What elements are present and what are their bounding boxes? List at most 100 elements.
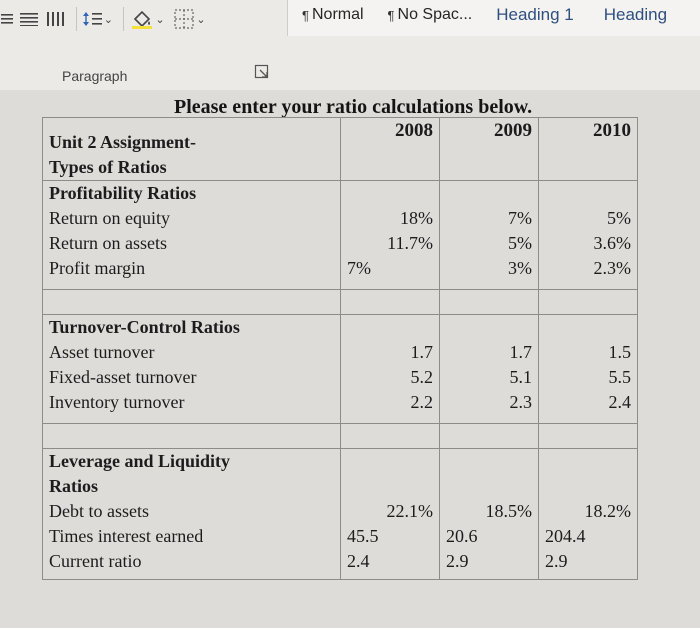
chevron-down-icon[interactable]: ⌄ bbox=[196, 13, 206, 26]
header-label-line: Unit 2 Assignment- bbox=[49, 132, 197, 152]
cell-value: 5% bbox=[508, 233, 532, 253]
empty-cell[interactable] bbox=[439, 289, 539, 315]
cell-value: 2.4 bbox=[347, 551, 370, 571]
row-label: Current ratio bbox=[49, 551, 142, 571]
empty-cell[interactable] bbox=[42, 423, 341, 449]
row-label: Inventory turnover bbox=[49, 392, 185, 412]
value-cell-2008[interactable]: 22.1% 45.5 2.4 bbox=[340, 448, 440, 580]
year-header-2008[interactable]: 2008 bbox=[340, 117, 440, 181]
cell-value: 20.6 bbox=[446, 526, 478, 546]
empty-cell[interactable] bbox=[538, 289, 638, 315]
cell-value: 18.5% bbox=[485, 501, 533, 521]
leverage-section-label[interactable]: Leverage and Liquidity Ratios Debt to as… bbox=[42, 448, 341, 580]
cell-value: 3.6% bbox=[593, 233, 632, 253]
value-cell-2010[interactable]: 1.5 5.5 2.4 bbox=[538, 314, 638, 424]
row-label: Return on assets bbox=[49, 233, 167, 253]
columns-icon[interactable] bbox=[44, 6, 66, 32]
row-label: Times interest earned bbox=[49, 526, 204, 546]
value-cell-2010[interactable]: 18.2% 204.4 2.9 bbox=[538, 448, 638, 580]
pilcrow-icon: ¶ bbox=[302, 7, 309, 23]
cell-value: 22.1% bbox=[386, 501, 434, 521]
style-label: Heading bbox=[603, 5, 668, 24]
style-heading-1[interactable]: Heading 1 bbox=[482, 0, 584, 34]
cell-value: 7% bbox=[508, 208, 532, 228]
style-heading-2[interactable]: Heading bbox=[584, 0, 677, 34]
align-justify-icon[interactable] bbox=[18, 6, 40, 32]
row-label: Debt to assets bbox=[49, 501, 149, 521]
cell-value: 7% bbox=[347, 258, 371, 278]
table-header-label[interactable]: Unit 2 Assignment- Types of Ratios bbox=[42, 117, 341, 181]
cell-value: 2.4 bbox=[608, 392, 632, 412]
cell-value: 5% bbox=[607, 208, 631, 228]
table-row: Leverage and Liquidity Ratios Debt to as… bbox=[42, 448, 638, 580]
cell-value: 3% bbox=[508, 258, 532, 278]
empty-cell[interactable] bbox=[538, 423, 638, 449]
style-label: Normal bbox=[311, 6, 364, 23]
cell-value: 1.7 bbox=[509, 342, 533, 362]
empty-cell[interactable] bbox=[340, 289, 440, 315]
cell-value: 1.7 bbox=[410, 342, 434, 362]
year-header-2010[interactable]: 2010 bbox=[538, 117, 638, 181]
year-header-2009[interactable]: 2009 bbox=[439, 117, 539, 181]
cell-value: 2.3 bbox=[509, 392, 533, 412]
row-label: Asset turnover bbox=[49, 342, 155, 362]
style-normal[interactable]: ¶ Normal bbox=[288, 0, 374, 34]
chevron-down-icon[interactable]: ⌄ bbox=[155, 13, 165, 26]
empty-cell[interactable] bbox=[42, 289, 341, 315]
align-left-icon[interactable] bbox=[0, 6, 14, 32]
cell-value: 18.2% bbox=[584, 501, 632, 521]
cell-value: 2.9 bbox=[545, 551, 568, 571]
cell-value: 2.2 bbox=[410, 392, 434, 412]
value-cell-2008[interactable]: 1.7 5.2 2.2 bbox=[340, 314, 440, 424]
table-row: Profitability Ratios Return on equity Re… bbox=[42, 180, 638, 290]
empty-cell[interactable] bbox=[439, 423, 539, 449]
profitability-section-label[interactable]: Profitability Ratios Return on equity Re… bbox=[42, 180, 341, 290]
cell-value: 18% bbox=[400, 208, 433, 228]
shading-icon[interactable]: ⌄ bbox=[130, 6, 166, 32]
row-label: Fixed-asset turnover bbox=[49, 367, 197, 387]
separator bbox=[123, 7, 124, 31]
section-title: Turnover-Control Ratios bbox=[49, 317, 240, 337]
turnover-section-label[interactable]: Turnover-Control Ratios Asset turnover F… bbox=[42, 314, 341, 424]
table-row bbox=[42, 423, 638, 449]
style-label: Heading 1 bbox=[496, 5, 574, 24]
chevron-down-icon[interactable]: ⌄ bbox=[103, 13, 113, 26]
row-label: Profit margin bbox=[49, 258, 146, 278]
styles-gallery: ¶ Normal ¶ No Spac... Heading 1 Heading bbox=[287, 0, 700, 36]
cell-value: 5.5 bbox=[608, 367, 632, 387]
cell-value: 2.3% bbox=[593, 258, 632, 278]
separator bbox=[76, 7, 77, 31]
header-label-line: Types of Ratios bbox=[49, 157, 167, 177]
paragraph-tools: ⌄ ⌄ ⌄ bbox=[0, 4, 214, 34]
value-cell-2010[interactable]: 5% 3.6% 2.3% bbox=[538, 180, 638, 290]
section-title: Profitability Ratios bbox=[49, 183, 197, 203]
cell-value: 204.4 bbox=[545, 526, 586, 546]
value-cell-2009[interactable]: 18.5% 20.6 2.9 bbox=[439, 448, 539, 580]
style-label: No Spac... bbox=[397, 6, 473, 23]
cell-value: 2.9 bbox=[446, 551, 469, 571]
cell-value: 1.5 bbox=[608, 342, 632, 362]
value-cell-2009[interactable]: 7% 5% 3% bbox=[439, 180, 539, 290]
cell-value: 45.5 bbox=[347, 526, 379, 546]
table-row bbox=[42, 289, 638, 315]
cell-value: 5.1 bbox=[509, 367, 533, 387]
group-label-paragraph: Paragraph bbox=[62, 68, 128, 84]
section-title: Leverage and Liquidity bbox=[49, 451, 231, 471]
line-spacing-icon[interactable]: ⌄ bbox=[83, 6, 113, 32]
cell-value: 11.7% bbox=[387, 233, 433, 253]
table-row: Turnover-Control Ratios Asset turnover F… bbox=[42, 314, 638, 424]
style-no-spacing[interactable]: ¶ No Spac... bbox=[374, 0, 483, 34]
document-title: Please enter your ratio calculations bel… bbox=[174, 96, 533, 118]
value-cell-2009[interactable]: 1.7 5.1 2.3 bbox=[439, 314, 539, 424]
cell-value: 5.2 bbox=[410, 367, 434, 387]
borders-icon[interactable]: ⌄ bbox=[170, 6, 210, 32]
pilcrow-icon: ¶ bbox=[387, 7, 395, 23]
empty-cell[interactable] bbox=[340, 423, 440, 449]
ribbon: ⌄ ⌄ ⌄ ¶ Normal ¶ No Spac... Heading 1 He… bbox=[0, 0, 700, 91]
section-title: Ratios bbox=[49, 476, 98, 496]
table-row: Unit 2 Assignment- Types of Ratios 2008 … bbox=[42, 117, 638, 181]
value-cell-2008[interactable]: 18% 11.7% 7% bbox=[340, 180, 440, 290]
row-label: Return on equity bbox=[49, 208, 170, 228]
dialog-launcher-icon[interactable] bbox=[254, 64, 270, 80]
ratio-table: Unit 2 Assignment- Types of Ratios 2008 … bbox=[42, 117, 638, 580]
